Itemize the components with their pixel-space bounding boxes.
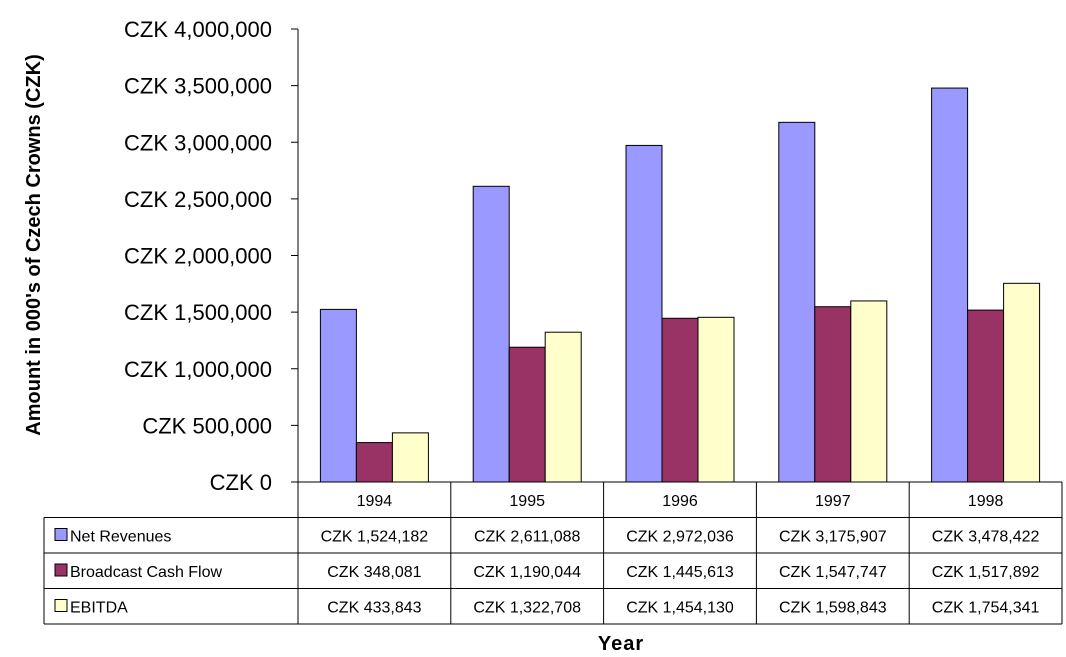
y-axis-label: Amount in 000's of Czech Crowns (CZK) [23, 54, 45, 435]
bar [931, 87, 969, 483]
data-label: CZK 1,547,747 [779, 564, 887, 581]
bar [1003, 282, 1041, 483]
bar [391, 432, 429, 483]
y-tick-label: CZK 3,500,000 [124, 74, 272, 99]
data-label: CZK 433,843 [327, 600, 421, 617]
data-label: CZK 1,754,341 [932, 600, 1040, 617]
bar [544, 331, 582, 483]
y-tick-label: CZK 500,000 [142, 413, 272, 438]
y-tick-label: CZK 0 [210, 470, 272, 495]
bar [661, 317, 699, 483]
legend-label: Net Revenues [70, 529, 171, 546]
y-tick-label: CZK 2,500,000 [124, 187, 272, 212]
data-label: CZK 1,517,892 [932, 564, 1040, 581]
y-tick-label: CZK 2,000,000 [124, 244, 272, 269]
data-label: CZK 1,445,613 [626, 564, 734, 581]
data-label: CZK 1,454,130 [626, 600, 734, 617]
x-tick-label: 1997 [815, 493, 851, 510]
bar [967, 309, 1005, 483]
bar [355, 442, 393, 483]
data-label: CZK 1,322,708 [473, 600, 581, 617]
y-tick-label: CZK 1,000,000 [124, 357, 272, 382]
x-tick-label: 1996 [662, 493, 698, 510]
bar [697, 316, 735, 483]
bar [508, 346, 546, 483]
y-tick-label: CZK 3,000,000 [124, 130, 272, 155]
data-label: CZK 1,524,182 [321, 529, 429, 546]
legend-swatch [54, 563, 68, 577]
legend-swatch [54, 599, 68, 612]
y-tick-label: CZK 4,000,000 [124, 17, 272, 42]
data-label: CZK 348,081 [327, 564, 421, 581]
bar [319, 308, 357, 483]
data-label: CZK 3,175,907 [779, 529, 887, 546]
bar [778, 121, 816, 483]
x-tick-label: 1995 [509, 493, 545, 510]
data-label: CZK 2,972,036 [626, 529, 734, 546]
x-tick-label: 1994 [357, 493, 393, 510]
legend-swatch [54, 528, 68, 541]
data-table: 1994 1995 1996 1997 1998 Net Revenues CZK 1,52… [43, 481, 1063, 625]
legend-label: Broadcast Cash Flow [70, 564, 223, 581]
data-label: CZK 2,611,088 [474, 529, 581, 546]
data-label: CZK 1,598,843 [779, 600, 887, 617]
y-tick-label: CZK 1,500,000 [124, 300, 272, 325]
bar [472, 185, 510, 483]
data-label: CZK 1,190,044 [473, 564, 581, 581]
bar [625, 144, 663, 483]
y-axis: CZK 0 CZK 500,000 CZK 1,000,000 CZK 1,500,0… [124, 17, 299, 495]
x-tick-label: 1998 [968, 493, 1004, 510]
legend-label: EBITDA [70, 600, 128, 617]
data-label: CZK 3,478,422 [932, 529, 1040, 546]
bar [814, 306, 852, 483]
bar [850, 300, 888, 483]
bars [319, 87, 1041, 483]
x-axis-label: Year [598, 633, 644, 655]
